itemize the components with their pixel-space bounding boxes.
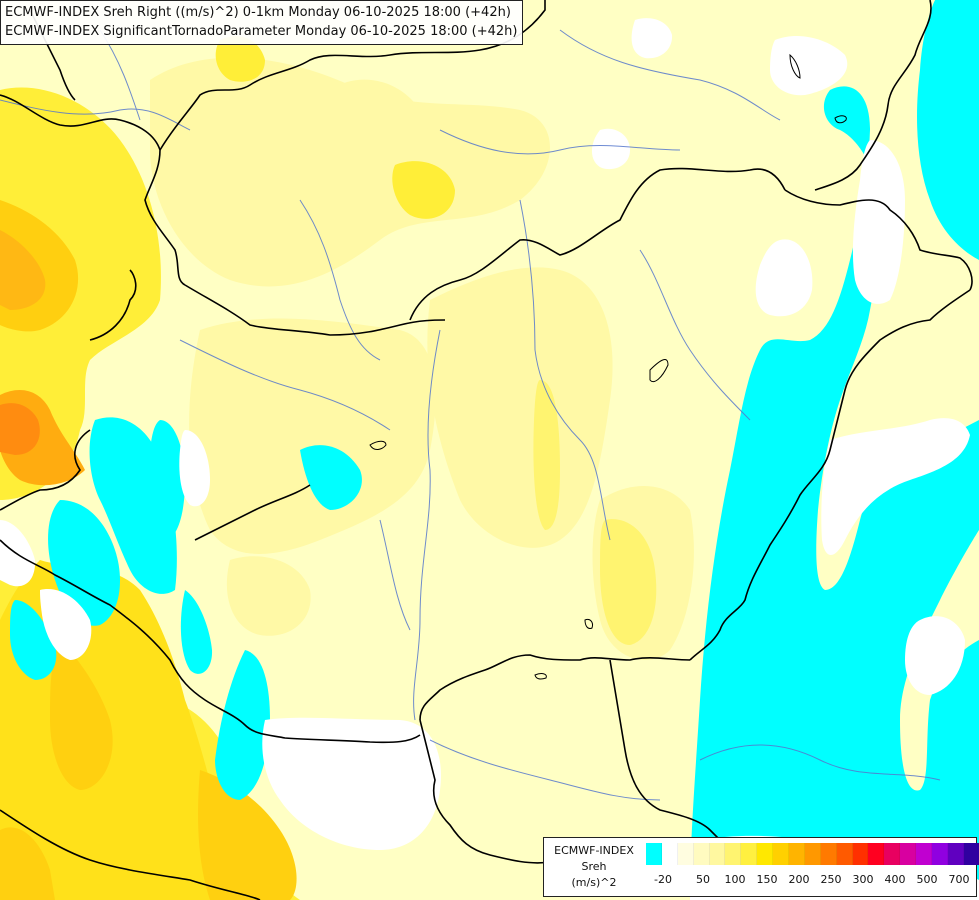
legend-color-scale (646, 843, 979, 865)
legend-swatch (852, 843, 869, 865)
yellow-areas (0, 36, 657, 900)
legend-swatch (916, 843, 933, 865)
legend-tick-label: 200 (788, 873, 810, 886)
legend-model: ECMWF-INDEX (554, 844, 634, 857)
legend-swatch (932, 843, 948, 865)
color-legend: ECMWF-INDEX Sreh (m/s)^2 -20 50 100 150 200 2… (543, 837, 979, 897)
legend-tick-label: 300 (852, 873, 874, 886)
legend-variable: Sreh (581, 860, 607, 873)
legend-swatch (757, 843, 774, 865)
light-yellow-areas (150, 57, 694, 660)
legend-swatch (741, 843, 758, 865)
title-line-2: ECMWF-INDEX SignificantTornadoParameter … (5, 24, 518, 39)
legend-unit: (m/s)^2 (571, 876, 617, 889)
legend-swatch (868, 843, 885, 865)
legend-tick-label: 700 (948, 873, 970, 886)
legend-swatch (836, 843, 853, 865)
legend-tick-labels: -20 50 100 150 200 250 300 400 500 700 (646, 873, 976, 889)
legend-tick-label: 100 (724, 873, 746, 886)
legend-swatch (646, 843, 662, 865)
legend-swatch (963, 843, 979, 865)
legend-swatch (804, 843, 821, 865)
legend-swatch (725, 843, 742, 865)
legend-swatch (947, 843, 964, 865)
map-title-box: ECMWF-INDEX Sreh Right ((m/s)^2) 0-1km M… (0, 0, 524, 45)
legend-tick-label: 250 (820, 873, 842, 886)
legend-swatch (789, 843, 805, 865)
legend-tick-label: 500 (916, 873, 938, 886)
legend-swatch (661, 843, 678, 865)
legend-swatch (884, 843, 901, 865)
title-line-1: ECMWF-INDEX Sreh Right ((m/s)^2) 0-1km M… (5, 5, 511, 20)
legend-swatch (773, 843, 790, 865)
legend-swatch (677, 843, 694, 865)
legend-tick-label: 50 (696, 873, 710, 886)
legend-swatch (820, 843, 837, 865)
legend-swatch (709, 843, 726, 865)
legend-tick-label: 400 (884, 873, 906, 886)
legend-swatch (693, 843, 710, 865)
legend-tick-label: 150 (756, 873, 778, 886)
rivers (0, 29, 941, 801)
lakes (369, 53, 847, 680)
legend-swatch (900, 843, 917, 865)
legend-tick-label: -20 (654, 873, 672, 886)
